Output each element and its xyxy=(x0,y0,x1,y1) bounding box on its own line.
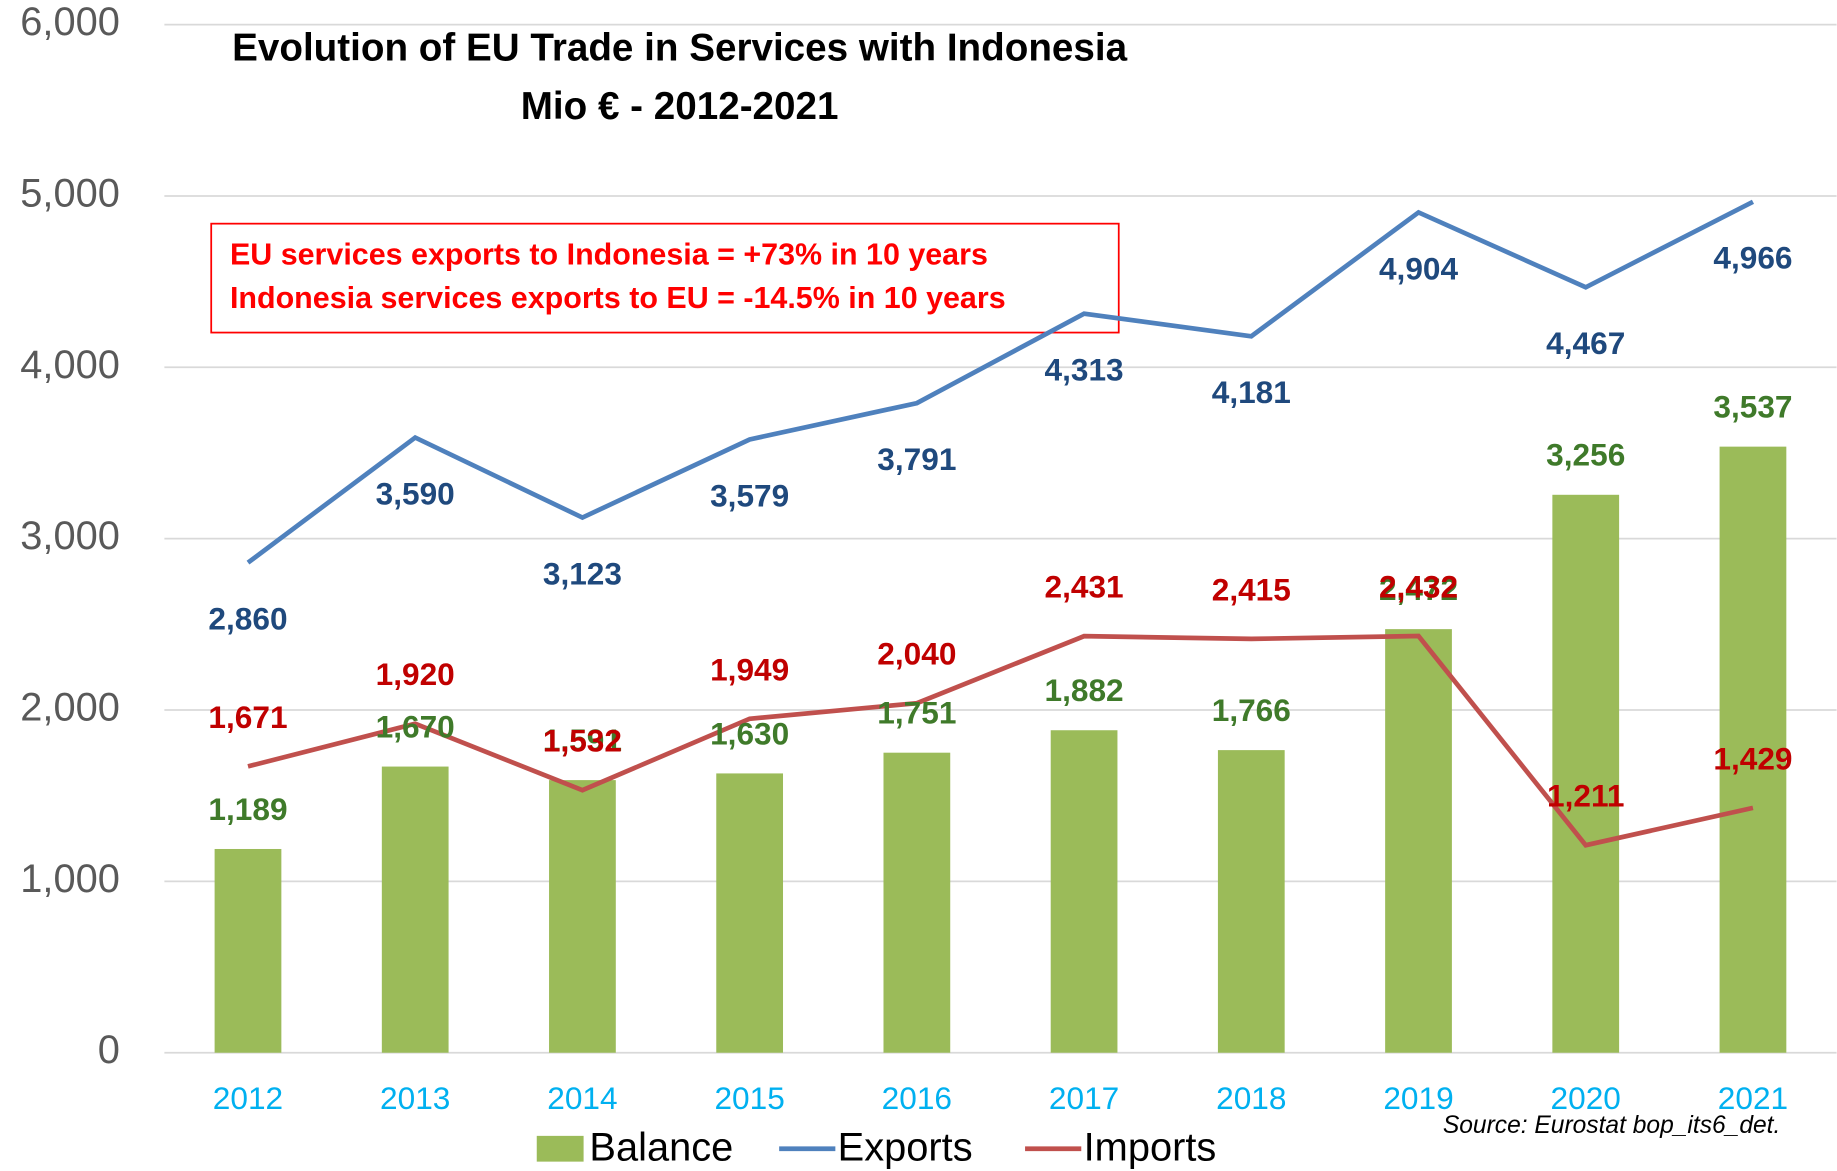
x-tick-label: 2021 xyxy=(1718,1080,1788,1116)
bar xyxy=(883,752,951,1053)
data-label: 1,591 xyxy=(543,722,622,758)
x-tick-label: 2014 xyxy=(547,1080,617,1116)
y-tick-label: 6,000 xyxy=(20,0,120,44)
data-label: 4,904 xyxy=(1379,250,1459,286)
data-label: 3,256 xyxy=(1546,437,1625,473)
x-tick-label: 2016 xyxy=(882,1080,952,1116)
bar xyxy=(716,773,784,1053)
data-label: 4,966 xyxy=(1713,240,1792,276)
data-label: 1,532 xyxy=(543,723,622,759)
data-label: 3,791 xyxy=(877,441,956,477)
data-label: 2,415 xyxy=(1212,571,1291,607)
bar xyxy=(1050,730,1118,1053)
x-tick-label: 2018 xyxy=(1216,1080,1286,1116)
data-label: 2,432 xyxy=(1379,568,1458,604)
x-tick-label: 2017 xyxy=(1049,1080,1119,1116)
y-tick-label: 5,000 xyxy=(20,171,120,215)
data-label: 4,313 xyxy=(1045,352,1124,388)
data-label: 1,949 xyxy=(710,651,789,687)
data-label: 3,590 xyxy=(376,475,455,511)
y-tick-label: 2,000 xyxy=(20,686,120,730)
bar xyxy=(1385,629,1452,1053)
source: Source: Eurostat bop_its6_det. xyxy=(1443,1112,1780,1139)
bar xyxy=(214,848,282,1053)
y-tick-label: 1,000 xyxy=(20,857,120,901)
chart-subtitle: Mio € - 2012-2021 xyxy=(521,85,839,128)
chart-title: Evolution of EU Trade in Services with I… xyxy=(232,27,1128,70)
y-tick-label: 3,000 xyxy=(20,514,120,558)
data-label: 4,181 xyxy=(1212,374,1291,410)
legend-swatch xyxy=(536,1135,584,1162)
legend-label: Imports xyxy=(1084,1125,1217,1169)
data-label: 1,671 xyxy=(208,699,287,735)
data-label: 1,429 xyxy=(1713,740,1792,776)
bar xyxy=(1217,750,1285,1053)
y-tick-label: 0 xyxy=(98,1028,120,1072)
data-label: 3,537 xyxy=(1713,389,1792,425)
bar xyxy=(549,780,616,1053)
bar xyxy=(1719,446,1787,1053)
data-label: 1,189 xyxy=(208,791,287,827)
data-label: 3,579 xyxy=(710,477,789,513)
bar xyxy=(1552,494,1620,1053)
data-label: 2,040 xyxy=(877,636,956,672)
bar xyxy=(381,766,449,1053)
data-label: 2,472 xyxy=(1379,571,1458,607)
data-label: 2,431 xyxy=(1045,569,1124,605)
x-tick-label: 2013 xyxy=(380,1080,450,1116)
x-tick-label: 2012 xyxy=(213,1080,283,1116)
data-label: 1,211 xyxy=(1547,778,1624,814)
data-label: 4,467 xyxy=(1546,325,1625,361)
annotation: EU services exports to Indonesia = +73% … xyxy=(230,237,988,271)
line xyxy=(247,633,1754,848)
data-label: 1,920 xyxy=(376,656,455,692)
data-label: 1,630 xyxy=(710,715,789,751)
data-label: 1,766 xyxy=(1212,692,1291,728)
annotation: Indonesia services exports to EU = -14.5… xyxy=(230,281,1006,315)
legend-label: Exports xyxy=(838,1125,973,1169)
data-label: 3,123 xyxy=(543,555,622,591)
x-tick-label: 2020 xyxy=(1551,1080,1621,1116)
y-tick-label: 4,000 xyxy=(20,343,120,387)
line xyxy=(246,199,1755,565)
x-tick-label: 2015 xyxy=(714,1080,784,1116)
x-tick-label: 2019 xyxy=(1383,1080,1453,1116)
data-label: 1,882 xyxy=(1045,672,1124,708)
data-label: 1,670 xyxy=(376,708,455,744)
annotation-box xyxy=(210,222,1120,334)
legend-label: Balance xyxy=(589,1125,733,1169)
data-label: 2,860 xyxy=(208,601,287,637)
data-label: 1,751 xyxy=(877,695,956,731)
